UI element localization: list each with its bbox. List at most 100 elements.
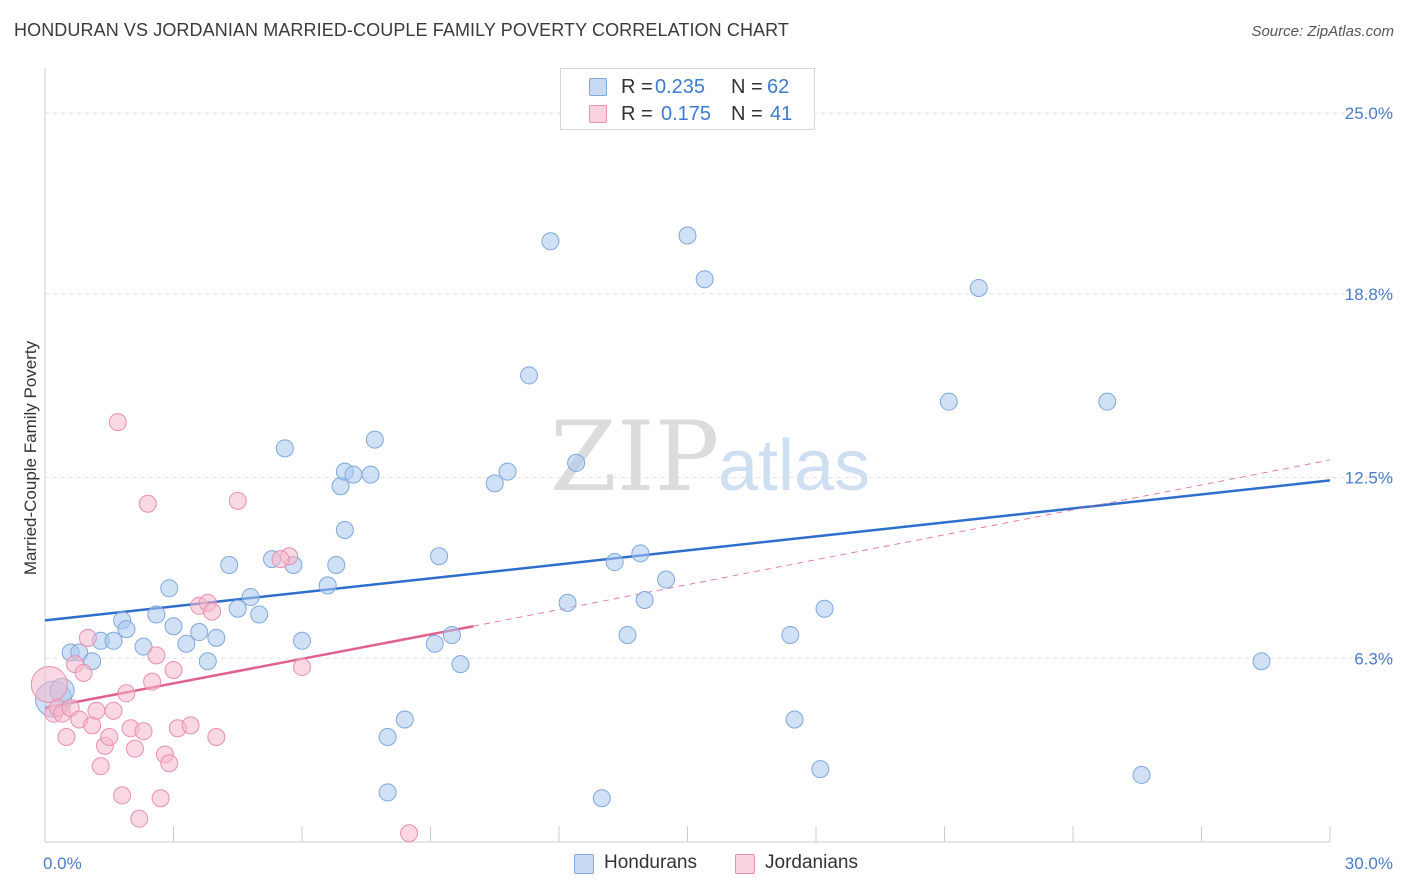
hondurans-point: [815, 599, 834, 618]
hondurans-point: [657, 570, 676, 589]
jordanians-point: [181, 716, 200, 735]
legend-r-label: R =: [621, 76, 653, 98]
bottom-legend-label-hondurans: Hondurans: [604, 852, 697, 873]
hondurans-point: [250, 605, 269, 624]
legend-swatch-hondurans: [589, 78, 607, 96]
bottom-legend-label-jordanians: Jordanians: [765, 852, 858, 873]
jordanians-trend-extension: [473, 459, 1331, 627]
hondurans-point: [104, 631, 123, 650]
hondurans-point: [160, 579, 179, 598]
hondurans-point: [425, 634, 444, 653]
legend-n-label: N =: [731, 103, 763, 125]
legend-n-value: 41: [770, 103, 793, 125]
hondurans-point: [293, 631, 311, 650]
jordanians-point: [87, 701, 106, 720]
jordanians-point: [57, 728, 76, 747]
chart-title: HONDURAN VS JORDANIAN MARRIED-COUPLE FAM…: [14, 20, 790, 40]
x-tick-label: 0.0%: [43, 854, 82, 873]
hondurans-point: [117, 620, 136, 639]
jordanians-point: [207, 728, 226, 747]
hondurans-point: [969, 278, 988, 297]
source-label: Source: ZipAtlas.com: [1251, 23, 1394, 40]
hondurans-point: [190, 623, 209, 642]
hondurans-point: [1132, 765, 1151, 784]
y-tick-label: 25.0%: [1345, 104, 1393, 123]
hondurans-point: [177, 634, 196, 653]
hondurans-point: [618, 625, 637, 644]
legend-n-label: N =: [731, 76, 763, 98]
hondurans-point: [395, 710, 414, 729]
jordanians-point: [143, 672, 162, 691]
y-tick-label: 6.3%: [1354, 649, 1393, 668]
x-tick-label: 30.0%: [1345, 854, 1393, 873]
jordanians-point: [125, 739, 144, 758]
jordanians-trend-line: [44, 624, 474, 710]
hondurans-point: [520, 366, 539, 385]
jordanians-point: [30, 666, 68, 704]
hondurans-point: [811, 760, 830, 779]
hondurans-point: [378, 728, 397, 747]
jordanians-point: [228, 491, 247, 510]
hondurans-point: [558, 593, 577, 612]
jordanians-point: [271, 550, 290, 569]
hondurans-point: [430, 547, 449, 566]
watermark: ZIP atlas: [550, 401, 870, 513]
watermark-atlas: atlas: [718, 426, 870, 506]
hondurans-point: [635, 590, 654, 609]
hondurans-point: [567, 453, 586, 472]
jordanians-point: [147, 646, 166, 665]
hondurans-point: [318, 576, 337, 595]
hondurans-point: [147, 605, 166, 624]
hondurans-point: [220, 555, 239, 574]
jordanians-point: [108, 413, 127, 432]
correlation-legend: R = 0.235 N = 62 R = 0.175 N = 41: [560, 68, 815, 130]
y-tick-label: 12.5%: [1345, 468, 1393, 487]
hondurans-point: [378, 783, 397, 802]
hondurans-point: [207, 628, 226, 647]
jordanians-point: [113, 786, 132, 805]
legend-r-value: 0.235: [655, 76, 706, 98]
hondurans-point: [361, 465, 380, 484]
legend-r-label: R =: [621, 103, 653, 125]
jordanians-point: [74, 663, 93, 682]
hondurans-point: [1098, 392, 1117, 411]
bottom-legend-swatch-hondurans: [574, 854, 594, 874]
hondurans-point: [605, 553, 624, 572]
hondurans-point: [678, 226, 697, 245]
hondurans-point: [344, 465, 363, 484]
hondurans-point: [451, 655, 470, 674]
bottom-legend-swatch-jordanians: [735, 854, 755, 874]
hondurans-point: [1252, 652, 1271, 671]
jordanians-point: [91, 757, 110, 776]
jordanians-point: [138, 494, 157, 513]
hondurans-point: [327, 555, 346, 574]
tick-labels: 6.3% 12.5% 18.8% 25.0% 0.0% 30.0%: [43, 104, 1393, 873]
jordanians-point: [117, 684, 136, 703]
hondurans-point: [164, 617, 183, 636]
hondurans-point: [592, 789, 611, 808]
jordanians-point: [134, 722, 153, 741]
jordanians-point: [164, 660, 183, 679]
jordanians-point: [130, 809, 149, 828]
jordanians-point: [100, 728, 119, 747]
hondurans-point: [541, 232, 560, 251]
hondurans-point: [198, 652, 217, 671]
data-points: [30, 226, 1271, 843]
gridlines: [45, 112, 1395, 659]
jordanians-point: [104, 701, 123, 720]
jordanians-point: [203, 602, 222, 621]
hondurans-point: [631, 544, 650, 563]
legend-r-value: 0.175: [661, 103, 712, 125]
hondurans-point: [228, 599, 247, 618]
hondurans-point: [485, 474, 504, 493]
jordanians-point: [160, 754, 179, 773]
jordanians-point: [151, 789, 170, 808]
y-tick-label: 18.8%: [1345, 285, 1393, 304]
jordanians-point: [293, 658, 311, 677]
hondurans-point: [442, 625, 461, 644]
y-axis-title: Married-Couple Family Poverty: [21, 340, 40, 575]
hondurans-point: [241, 588, 260, 607]
legend-swatch-jordanians: [589, 105, 607, 123]
hondurans-point: [365, 430, 384, 449]
hondurans-point: [939, 392, 958, 411]
